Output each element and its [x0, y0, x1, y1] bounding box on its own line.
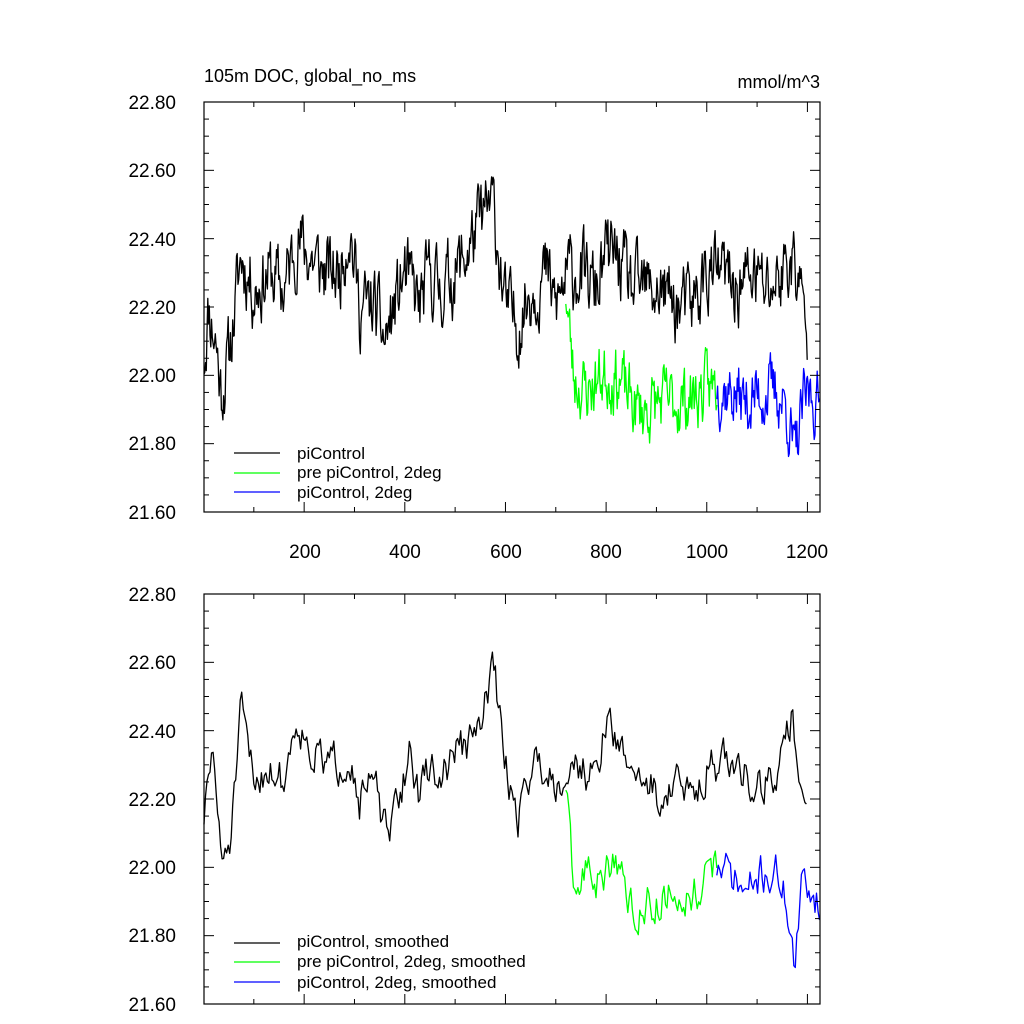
- series-line-picontrol: [203, 176, 808, 421]
- y-tick-label: 21.60: [128, 503, 176, 524]
- x-tick-label: 1200: [786, 542, 828, 563]
- top-x-tick-labels: 200 400 600 800 1000 1200: [289, 542, 828, 563]
- bottom-panel: 22.80 22.60 22.40 22.20 22.00 21.80 21.6…: [128, 585, 821, 1016]
- legend-entry: piControl: [297, 444, 365, 463]
- y-tick-label: 22.00: [128, 858, 176, 879]
- bottom-y-tick-labels: 22.80 22.60 22.40 22.20 22.00 21.80 21.6…: [128, 585, 176, 1016]
- series-line-picontrol-2deg: [716, 352, 821, 458]
- top-legend: piControl pre piControl, 2deg piControl,…: [234, 444, 442, 502]
- bottom-axis-ticks: [204, 593, 820, 1005]
- legend-entry: pre piControl, 2deg: [297, 463, 442, 482]
- y-tick-label: 22.40: [128, 722, 176, 743]
- legend-entry: piControl, 2deg: [297, 483, 412, 502]
- series-line-pre-picontrol-2deg-smoothed: [565, 789, 718, 936]
- x-tick-label: 800: [590, 542, 622, 563]
- chart-title: 105m DOC, global_no_ms: [204, 66, 416, 87]
- y-tick-label: 22.60: [128, 161, 176, 182]
- top-panel: 105m DOC, global_no_ms mmol/m^3 22.80 22…: [128, 66, 828, 563]
- bottom-legend: piControl, smoothed pre piControl, 2deg,…: [234, 932, 526, 992]
- legend-entry: piControl, smoothed: [297, 932, 449, 951]
- series-line-pre-picontrol-2deg: [565, 303, 718, 444]
- y-tick-label: 21.80: [128, 434, 176, 455]
- top-axis-ticks: [204, 101, 820, 513]
- x-tick-label: 400: [389, 542, 421, 563]
- legend-entry: piControl, 2deg, smoothed: [297, 973, 496, 992]
- series-line-picontrol-2deg-smoothed: [716, 852, 821, 969]
- bottom-series-group: [203, 651, 821, 969]
- series-line-picontrol-smoothed: [203, 651, 807, 860]
- y-tick-label: 22.80: [128, 585, 176, 606]
- top-series-group: [203, 176, 821, 458]
- units-label: mmol/m^3: [738, 72, 820, 92]
- y-tick-label: 22.20: [128, 790, 176, 811]
- y-tick-label: 21.60: [128, 995, 176, 1016]
- top-y-tick-labels: 22.80 22.60 22.40 22.20 22.00 21.80 21.6…: [128, 93, 176, 524]
- y-tick-label: 22.40: [128, 230, 176, 251]
- legend-entry: pre piControl, 2deg, smoothed: [297, 952, 526, 971]
- x-tick-label: 200: [289, 542, 321, 563]
- y-tick-label: 22.00: [128, 366, 176, 387]
- y-tick-label: 21.80: [128, 926, 176, 947]
- y-tick-label: 22.20: [128, 298, 176, 319]
- y-tick-label: 22.80: [128, 93, 176, 114]
- y-tick-label: 22.60: [128, 653, 176, 674]
- x-tick-label: 1000: [686, 542, 728, 563]
- x-tick-label: 600: [490, 542, 522, 563]
